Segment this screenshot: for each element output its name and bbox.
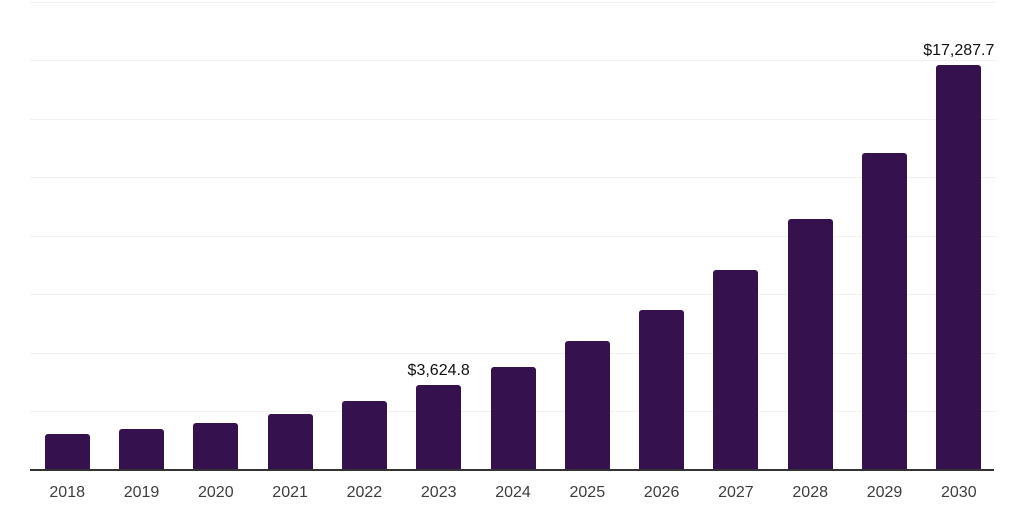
bar-2025 [564,341,610,470]
x-tick-label-2025: 2025 [569,484,606,501]
x-tick-label-2029: 2029 [866,484,903,501]
data-label-2030: $17,287.7 [923,42,995,60]
bar-2027 [713,270,759,470]
bar-2028 [787,218,833,470]
x-tick-label-2023: 2023 [420,484,457,501]
bar-2018 [44,434,90,470]
gridline-12500 [30,177,996,179]
bar-2022 [341,401,387,470]
bar-2030 [936,65,982,470]
bar-2024 [490,367,536,470]
bar-2019 [119,428,164,470]
x-tick-label-2027: 2027 [718,484,754,501]
x-tick-label-2030: 2030 [941,484,977,501]
gridline-17500 [30,60,996,62]
gridline-5000 [30,352,996,354]
x-axis-line [30,468,994,471]
bar-2023 [416,384,462,470]
x-tick-label-2020: 2020 [198,484,234,501]
x-tick-label-2019: 2019 [123,484,160,501]
x-tick-label-2021: 2021 [272,484,308,501]
bar-2029 [862,152,907,470]
gridline-10000 [30,235,996,237]
bar-2026 [639,309,685,470]
x-tick-label-2018: 2018 [49,484,85,501]
x-tick-label-2024: 2024 [495,484,531,501]
gridline-20000 [30,2,996,3]
gridline-7500 [30,294,996,296]
x-tick-label-2022: 2022 [346,484,383,501]
bar-2020 [193,422,239,470]
x-tick-label-2026: 2026 [643,484,680,501]
x-tick-label-2028: 2028 [792,484,828,501]
data-label-2023: $3,624.8 [407,361,470,379]
bar-2021 [267,414,313,470]
gridline-15000 [30,118,996,120]
